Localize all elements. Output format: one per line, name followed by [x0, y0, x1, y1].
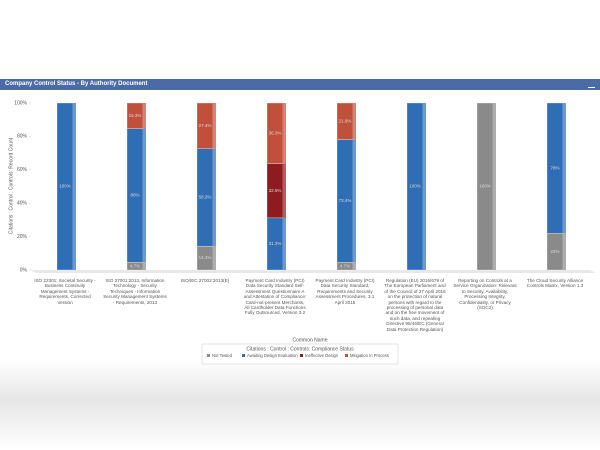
value-label: 14.3%: [199, 255, 212, 260]
value-label: 100%: [479, 184, 491, 189]
legend-label: Ineffective Design: [305, 353, 339, 358]
y-tick-label: 40%: [17, 201, 28, 207]
y-tick-label: 0%: [20, 267, 28, 273]
y-tick-label: 20%: [17, 234, 28, 240]
y-axis-title: Citations : Control : Controls: Record C…: [8, 137, 14, 234]
value-label: 100%: [59, 184, 71, 189]
legend-swatch: [345, 354, 348, 357]
x-tick-label: Payment Card Industry (PCI) Data Securit…: [243, 278, 307, 316]
bar-side: [563, 233, 566, 270]
legend-swatch: [300, 354, 303, 357]
bar-side: [143, 128, 146, 263]
value-label: 78%: [550, 165, 559, 170]
bar-side: [283, 217, 286, 270]
value-label: 80%: [130, 193, 139, 198]
y-tick-label: 60%: [17, 167, 28, 173]
x-tick-label: ISO/IEC 27002:2013(E): [180, 278, 230, 283]
value-label: 36.3%: [269, 130, 282, 135]
bar-side: [143, 262, 146, 270]
bar-side: [493, 103, 496, 270]
legend-label: Not Tested: [212, 353, 233, 358]
bar-side: [213, 148, 216, 247]
legend-swatch: [242, 354, 245, 357]
value-label: 4.7%: [340, 263, 350, 268]
value-label: 4.7%: [130, 263, 140, 268]
bar-side: [283, 103, 286, 164]
x-axis-title: Common Name: [292, 337, 327, 343]
bar-side: [353, 139, 356, 263]
bar-side: [563, 103, 566, 234]
bar-side: [353, 262, 356, 270]
bar-side: [143, 103, 146, 129]
bar-side: [73, 103, 76, 270]
bar-side: [353, 103, 356, 140]
value-label: 27.4%: [199, 123, 212, 128]
legend-label: Mitigation In Process: [350, 353, 389, 358]
value-label: 15.3%: [129, 113, 142, 118]
bar-side: [213, 103, 216, 149]
value-label: 32.5%: [269, 188, 282, 193]
x-tick-label: Reporting on Controls at a Service Organ…: [453, 278, 517, 311]
value-label: 58.3%: [199, 195, 212, 200]
value-label: 73.4%: [339, 198, 352, 203]
x-tick-label: ISO 22301: Societal Security - Business …: [34, 278, 96, 305]
y-tick-label: 80%: [17, 134, 28, 140]
panel-title: Company Control Status - By Authority Do…: [5, 81, 148, 87]
x-tick-label: Payment Card Industry (PCI) Data Securit…: [315, 278, 375, 305]
value-label: 22%: [550, 249, 559, 254]
value-label: 31.2%: [269, 241, 282, 246]
chart-icon[interactable]: [588, 81, 595, 88]
legend-label: Awaiting Design Evaluation: [247, 353, 298, 358]
legend-swatch: [207, 354, 210, 357]
bar-side: [283, 163, 286, 218]
value-label: 21.9%: [339, 118, 352, 123]
x-tick-label: The Cloud Security Alliance Controls Mat…: [526, 278, 584, 289]
bar-side: [213, 246, 216, 270]
panel-header: Company Control Status - By Authority Do…: [0, 79, 600, 90]
floor: [30, 270, 596, 273]
legend-title: Citations : Control : Controls: Complian…: [246, 346, 354, 352]
y-tick-label: 100%: [14, 100, 27, 106]
x-tick-label: Regulation (EU) 2016/679 of The European…: [384, 278, 446, 332]
x-tick-label: ISO 27001:2013, Information Technology -…: [103, 278, 167, 305]
bar-side: [423, 103, 426, 270]
value-label: 100%: [409, 184, 421, 189]
